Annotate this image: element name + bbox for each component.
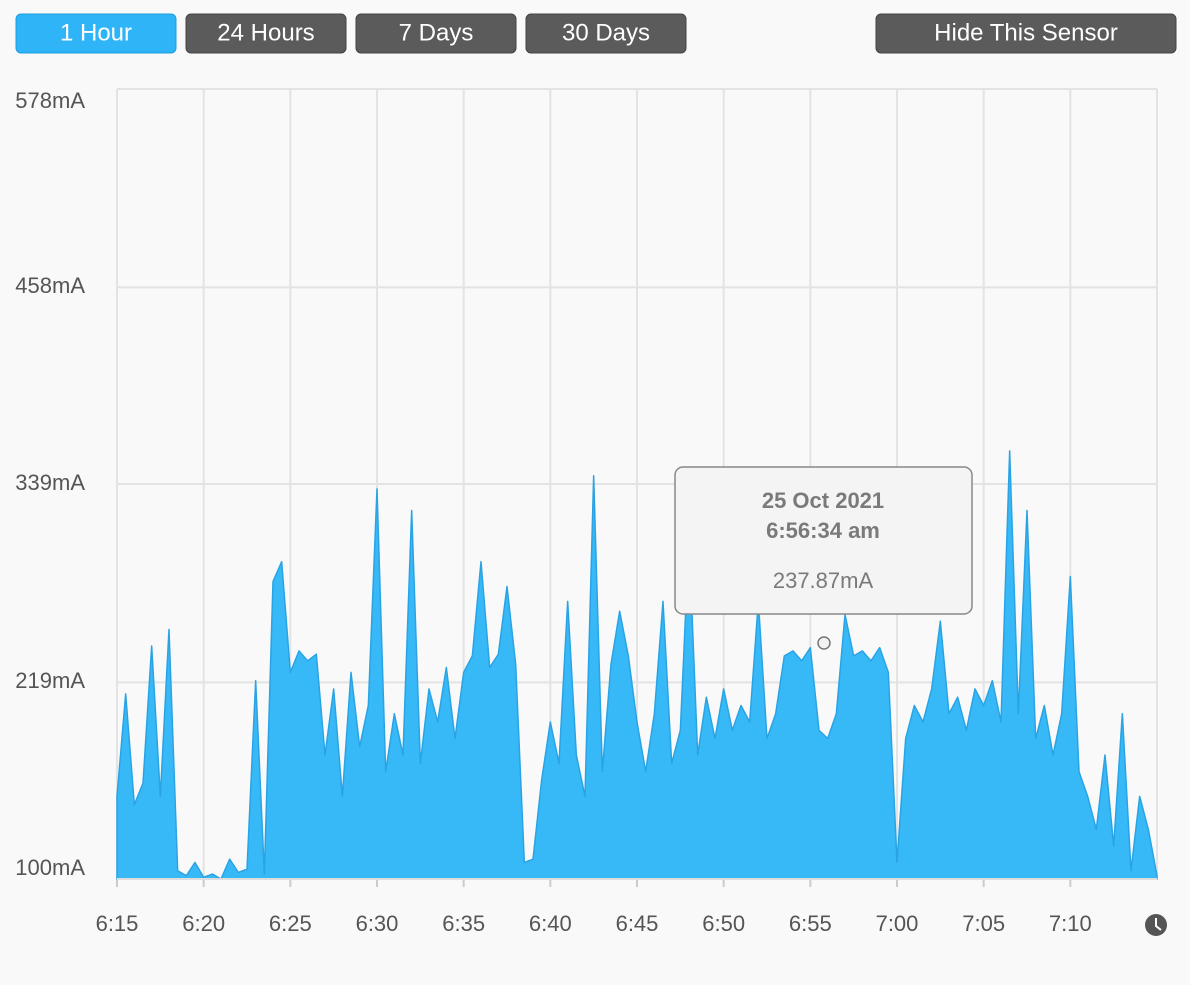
y-tick-label: 219mA bbox=[15, 668, 85, 693]
plot-area: 578mA 458mA 339mA 219mA 100mA 6:15 6:20 6:25 6:3… bbox=[15, 88, 1158, 936]
x-tick-label: 7:00 bbox=[876, 911, 919, 936]
button-30-days[interactable] bbox=[525, 13, 687, 54]
clock-icon[interactable] bbox=[1145, 914, 1167, 936]
button-label[interactable]: Hide This Sensor bbox=[934, 19, 1118, 46]
button-label[interactable]: 1 Hour bbox=[60, 19, 132, 46]
y-tick-label: 100mA bbox=[15, 855, 85, 880]
tooltip-date: 25 Oct 2021 bbox=[762, 488, 884, 513]
y-tick-label: 578mA bbox=[15, 88, 85, 113]
x-tick-label: 6:50 bbox=[702, 911, 745, 936]
area bbox=[116, 450, 1158, 880]
x-tick-label: 6:45 bbox=[616, 911, 659, 936]
x-tick-label: 6:35 bbox=[442, 911, 485, 936]
clock-hands bbox=[1155, 918, 1162, 931]
x-tick-label: 6:55 bbox=[789, 911, 832, 936]
y-tick-label: 458mA bbox=[15, 273, 85, 298]
button-label[interactable]: 30 Days bbox=[562, 19, 650, 46]
hover-marker bbox=[817, 636, 831, 650]
button-24-hours[interactable] bbox=[185, 13, 347, 54]
x-tick-label: 6:30 bbox=[356, 911, 399, 936]
tooltip: 25 Oct 2021 6:56:34 am 237.87mA bbox=[674, 466, 973, 650]
button-hide-sensor[interactable] bbox=[875, 13, 1177, 54]
x-tick-label: 6:15 bbox=[96, 911, 139, 936]
tooltip-box bbox=[674, 466, 973, 615]
x-tick-label: 6:25 bbox=[269, 911, 312, 936]
x-tick-label: 7:10 bbox=[1049, 911, 1092, 936]
button-label[interactable]: 24 Hours bbox=[217, 19, 314, 46]
x-tick-label: 6:40 bbox=[529, 911, 572, 936]
button-1-hour[interactable] bbox=[15, 13, 177, 54]
x-tick-label: 6:20 bbox=[182, 911, 225, 936]
toolbar: 1 Hour 24 Hours 7 Days 30 Days Hide This… bbox=[15, 13, 1177, 54]
tooltip-value: 237.87mA bbox=[773, 568, 874, 593]
button-label[interactable]: 7 Days bbox=[399, 19, 474, 46]
button-7-days[interactable] bbox=[355, 13, 517, 54]
tooltip-time: 6:56:34 am bbox=[766, 518, 880, 543]
x-tick-label: 7:05 bbox=[962, 911, 1005, 936]
y-tick-label: 339mA bbox=[15, 470, 85, 495]
